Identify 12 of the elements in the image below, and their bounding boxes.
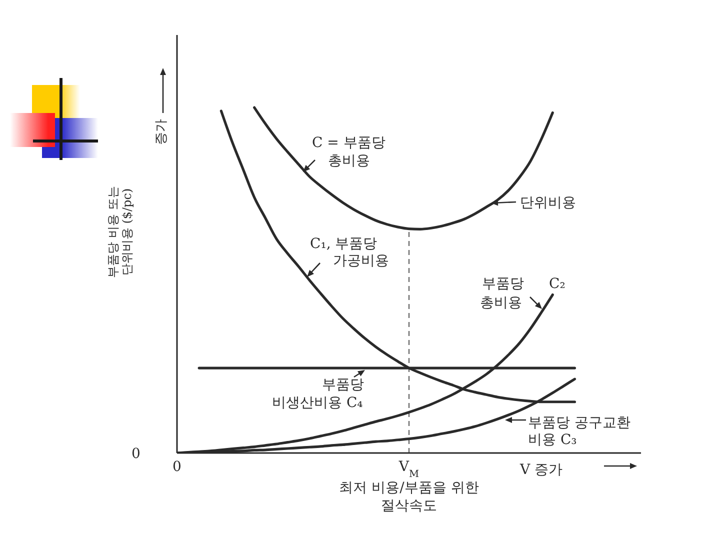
text: 부품당 총비용 C₂ [480, 276, 566, 311]
y-axis-title: 부품당 비용 또는 단위비용 ($/pc) [106, 186, 134, 278]
legend-label: 부품당 공구교환 비용 C₃ [528, 415, 630, 448]
x-tick-label: V$_{M}$ [398, 459, 420, 480]
series-label: C = 부품당 총비용 [312, 135, 386, 169]
series-label: C₁, 부품당 가공비용 [310, 236, 389, 269]
x-axis-title: V 증가 [519, 462, 563, 478]
series-label: 부품당 비생산비용 C₄ [272, 377, 364, 411]
text: 0 [132, 446, 140, 462]
annotation: 단위비용 [520, 195, 576, 211]
text: 최저 비용/부품을 위한 절삭속도 [339, 480, 479, 514]
text: 증가 [154, 119, 169, 145]
